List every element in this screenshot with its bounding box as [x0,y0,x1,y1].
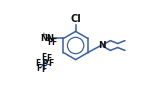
Text: F: F [37,64,42,73]
Text: F: F [42,53,47,62]
Text: N: N [98,41,106,50]
Text: P: P [41,59,48,68]
Text: N: N [40,34,47,43]
Text: +: + [41,32,46,38]
Text: F: F [47,38,52,47]
Text: F: F [35,59,41,68]
Text: F: F [47,54,52,63]
Text: F: F [42,65,47,74]
Text: Cl: Cl [70,14,81,24]
Text: −: − [43,56,49,65]
Text: F: F [51,38,56,47]
Text: N: N [46,34,53,43]
Text: F: F [48,59,53,68]
